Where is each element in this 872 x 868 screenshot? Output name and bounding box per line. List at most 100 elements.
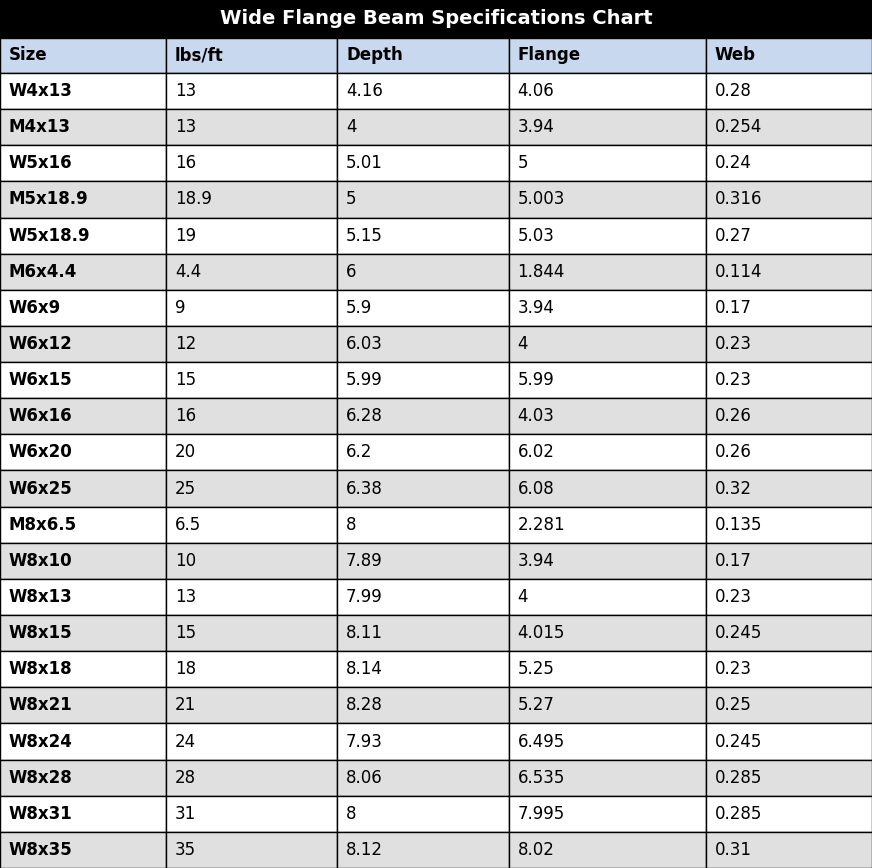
Bar [337,760,508,796]
Bar [166,38,337,73]
Bar [0,398,166,434]
Text: 0.23: 0.23 [715,372,752,389]
Text: 6: 6 [346,263,357,280]
Bar [0,253,166,290]
Text: 13: 13 [174,588,196,606]
Bar [337,651,508,687]
Bar [0,651,166,687]
Text: 8.12: 8.12 [346,841,383,859]
Bar [337,687,508,723]
Bar [508,507,706,542]
Bar [508,218,706,253]
Text: 7.995: 7.995 [517,805,565,823]
Text: W5x16: W5x16 [9,155,72,173]
Text: 3.94: 3.94 [517,118,555,136]
Text: 0.32: 0.32 [715,479,752,497]
Bar [508,38,706,73]
Text: W4x13: W4x13 [9,82,72,100]
Bar [508,579,706,615]
Text: W6x12: W6x12 [9,335,72,353]
Text: W8x35: W8x35 [9,841,72,859]
Bar [508,253,706,290]
Text: 16: 16 [174,155,196,173]
Bar [337,38,508,73]
Bar [337,290,508,326]
Bar [337,398,508,434]
Bar [706,470,872,507]
Bar [0,760,166,796]
Bar [508,434,706,470]
Text: 28: 28 [174,769,196,786]
Text: 0.26: 0.26 [715,407,752,425]
Text: W8x28: W8x28 [9,769,72,786]
Bar [337,218,508,253]
Text: 6.2: 6.2 [346,444,372,462]
Text: M6x4.4: M6x4.4 [9,263,77,280]
Bar [166,145,337,181]
Bar [337,73,508,109]
Bar [0,832,166,868]
Bar [508,832,706,868]
Bar [706,362,872,398]
Text: 0.17: 0.17 [715,552,752,569]
Text: 0.25: 0.25 [715,696,752,714]
Text: 1.844: 1.844 [517,263,565,280]
Text: 20: 20 [174,444,196,462]
Bar [166,760,337,796]
Text: 13: 13 [174,118,196,136]
Text: 5.01: 5.01 [346,155,383,173]
Bar [706,38,872,73]
Bar [337,145,508,181]
Text: 5.003: 5.003 [517,190,565,208]
Text: W6x15: W6x15 [9,372,72,389]
Text: 0.285: 0.285 [715,805,762,823]
Text: M4x13: M4x13 [9,118,71,136]
Bar [706,796,872,832]
Bar [706,290,872,326]
Text: W8x15: W8x15 [9,624,72,642]
Bar [706,651,872,687]
Text: 5: 5 [346,190,357,208]
Bar [337,362,508,398]
Bar [0,615,166,651]
Bar [0,507,166,542]
Text: 8.11: 8.11 [346,624,383,642]
Bar [508,760,706,796]
Text: 3.94: 3.94 [517,299,555,317]
Bar [166,507,337,542]
Text: 4.03: 4.03 [517,407,555,425]
Text: 5: 5 [517,155,528,173]
Text: 0.245: 0.245 [715,733,762,751]
Text: 8: 8 [346,805,357,823]
Bar [706,687,872,723]
Text: Wide Flange Beam Specifications Chart: Wide Flange Beam Specifications Chart [220,10,652,29]
Text: 31: 31 [174,805,196,823]
Text: 7.89: 7.89 [346,552,383,569]
Bar [166,579,337,615]
Text: 18: 18 [174,661,196,678]
Bar [706,145,872,181]
Text: 6.03: 6.03 [346,335,383,353]
Bar [337,832,508,868]
Text: 6.535: 6.535 [517,769,565,786]
Bar [706,832,872,868]
Bar [0,109,166,145]
Text: 0.114: 0.114 [715,263,762,280]
Text: W5x18.9: W5x18.9 [9,227,91,245]
Bar [706,507,872,542]
Bar [337,542,508,579]
Bar [0,687,166,723]
Bar [0,723,166,760]
Bar [508,542,706,579]
Bar [706,326,872,362]
Text: 5.99: 5.99 [346,372,383,389]
Bar [0,796,166,832]
Text: 0.31: 0.31 [715,841,752,859]
Text: 6.28: 6.28 [346,407,383,425]
Text: W8x10: W8x10 [9,552,72,569]
Bar [508,398,706,434]
Text: 0.27: 0.27 [715,227,752,245]
Text: Web: Web [715,47,756,64]
Bar [508,181,706,218]
Bar [337,796,508,832]
